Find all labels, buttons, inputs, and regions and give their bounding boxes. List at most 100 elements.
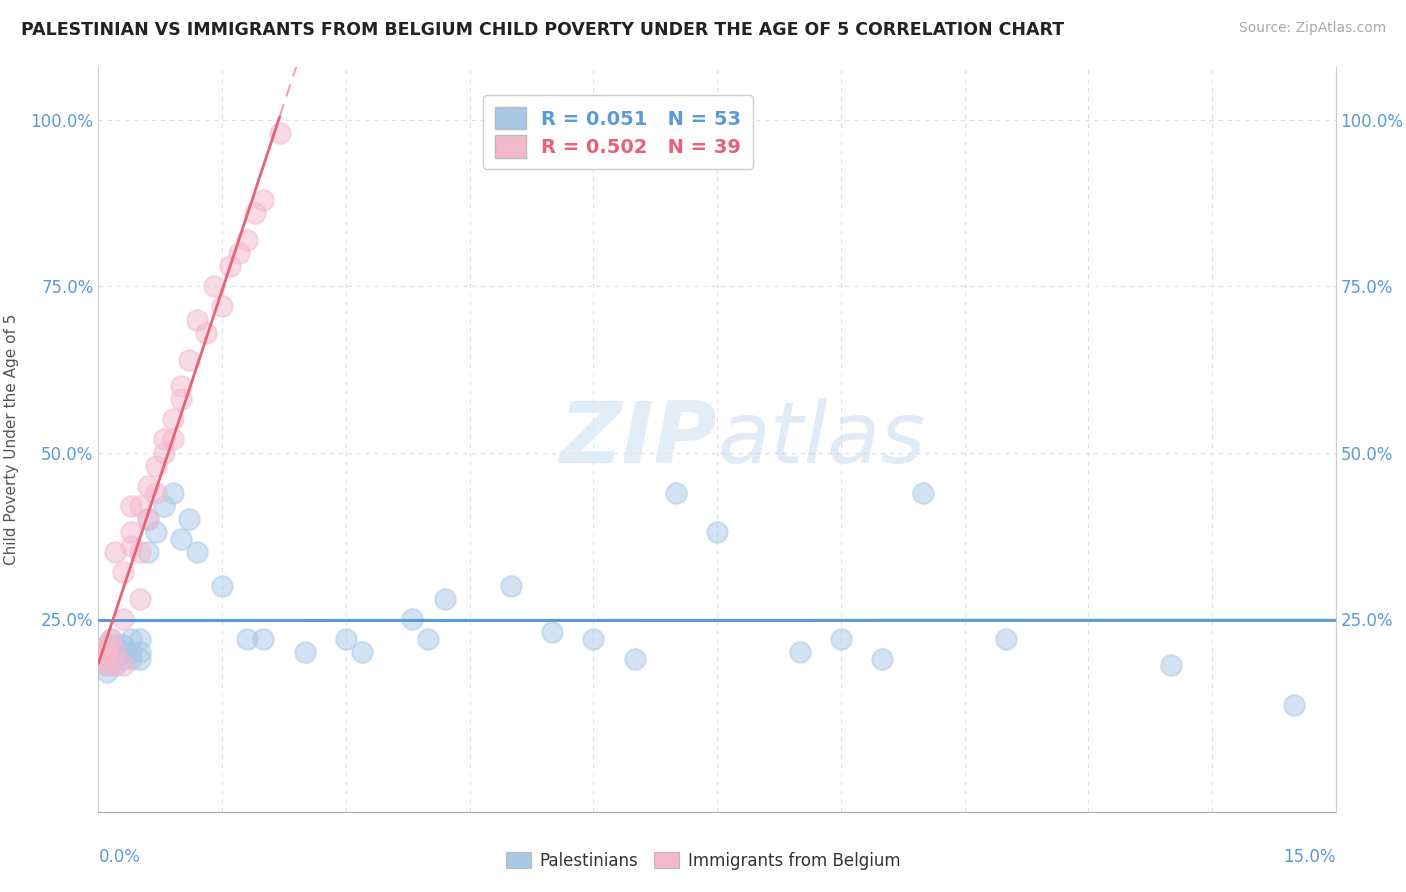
Point bbox=[96, 665, 118, 679]
Point bbox=[623, 652, 645, 666]
Point bbox=[94, 645, 117, 659]
Point bbox=[104, 645, 127, 659]
Point bbox=[136, 479, 159, 493]
Point bbox=[112, 612, 135, 626]
Point bbox=[104, 645, 127, 659]
Point bbox=[91, 652, 114, 666]
Point bbox=[211, 299, 233, 313]
Legend: Palestinians, Immigrants from Belgium: Palestinians, Immigrants from Belgium bbox=[499, 846, 907, 877]
Point bbox=[104, 658, 127, 673]
Point bbox=[186, 312, 208, 326]
Point bbox=[252, 632, 274, 646]
Legend: R = 0.051   N = 53, R = 0.502   N = 39: R = 0.051 N = 53, R = 0.502 N = 39 bbox=[484, 95, 754, 169]
Point bbox=[433, 591, 456, 606]
Point bbox=[104, 658, 127, 673]
Point bbox=[145, 525, 167, 540]
Point bbox=[100, 652, 122, 666]
Point bbox=[145, 485, 167, 500]
Point bbox=[162, 485, 184, 500]
Text: Source: ZipAtlas.com: Source: ZipAtlas.com bbox=[1239, 21, 1386, 35]
Point bbox=[706, 525, 728, 540]
Point bbox=[128, 652, 150, 666]
Point bbox=[170, 379, 193, 393]
Point bbox=[202, 279, 225, 293]
Point bbox=[128, 499, 150, 513]
Point bbox=[789, 645, 811, 659]
Point bbox=[128, 645, 150, 659]
Point bbox=[128, 591, 150, 606]
Point bbox=[145, 458, 167, 473]
Point bbox=[994, 632, 1017, 646]
Point bbox=[104, 652, 127, 666]
Text: PALESTINIAN VS IMMIGRANTS FROM BELGIUM CHILD POVERTY UNDER THE AGE OF 5 CORRELAT: PALESTINIAN VS IMMIGRANTS FROM BELGIUM C… bbox=[21, 21, 1064, 38]
Point bbox=[219, 260, 242, 274]
Point bbox=[112, 652, 135, 666]
Y-axis label: Child Poverty Under the Age of 5: Child Poverty Under the Age of 5 bbox=[4, 314, 20, 565]
Point bbox=[179, 352, 201, 367]
Point bbox=[912, 485, 935, 500]
Point bbox=[120, 652, 142, 666]
Point bbox=[665, 485, 688, 500]
Point bbox=[96, 658, 118, 673]
Point bbox=[153, 433, 176, 447]
Point bbox=[252, 193, 274, 207]
Point bbox=[104, 639, 127, 653]
Point bbox=[153, 445, 176, 459]
Point bbox=[170, 532, 193, 546]
Text: atlas: atlas bbox=[717, 398, 925, 481]
Point bbox=[120, 525, 142, 540]
Point bbox=[94, 652, 117, 666]
Point bbox=[211, 579, 233, 593]
Point bbox=[236, 233, 259, 247]
Point bbox=[294, 645, 316, 659]
Point bbox=[170, 392, 193, 407]
Point bbox=[136, 512, 159, 526]
Point bbox=[186, 545, 208, 559]
Point bbox=[401, 612, 423, 626]
Point bbox=[94, 645, 117, 659]
Point bbox=[112, 639, 135, 653]
Point bbox=[96, 639, 118, 653]
Point bbox=[96, 639, 118, 653]
Point bbox=[243, 206, 266, 220]
Point bbox=[236, 632, 259, 646]
Point bbox=[104, 545, 127, 559]
Point bbox=[499, 579, 522, 593]
Point bbox=[96, 645, 118, 659]
Point bbox=[228, 246, 250, 260]
Point bbox=[269, 127, 291, 141]
Point bbox=[112, 639, 135, 653]
Point bbox=[582, 632, 605, 646]
Point bbox=[541, 625, 564, 640]
Point bbox=[830, 632, 852, 646]
Point bbox=[100, 632, 122, 646]
Point bbox=[100, 632, 122, 646]
Point bbox=[136, 512, 159, 526]
Point bbox=[162, 412, 184, 426]
Point bbox=[136, 545, 159, 559]
Point bbox=[120, 645, 142, 659]
Point bbox=[335, 632, 357, 646]
Point bbox=[128, 632, 150, 646]
Point bbox=[96, 645, 118, 659]
Point bbox=[418, 632, 440, 646]
Point bbox=[120, 499, 142, 513]
Point bbox=[1160, 658, 1182, 673]
Point bbox=[112, 645, 135, 659]
Point bbox=[1284, 698, 1306, 713]
Point bbox=[108, 645, 131, 659]
Point bbox=[120, 539, 142, 553]
Point bbox=[153, 499, 176, 513]
Point bbox=[162, 433, 184, 447]
Text: 15.0%: 15.0% bbox=[1284, 848, 1336, 866]
Point bbox=[194, 326, 217, 340]
Point bbox=[128, 545, 150, 559]
Text: ZIP: ZIP bbox=[560, 398, 717, 481]
Text: 0.0%: 0.0% bbox=[98, 848, 141, 866]
Point bbox=[870, 652, 893, 666]
Point bbox=[96, 658, 118, 673]
Point bbox=[112, 566, 135, 580]
Point bbox=[112, 658, 135, 673]
Point bbox=[179, 512, 201, 526]
Point bbox=[352, 645, 374, 659]
